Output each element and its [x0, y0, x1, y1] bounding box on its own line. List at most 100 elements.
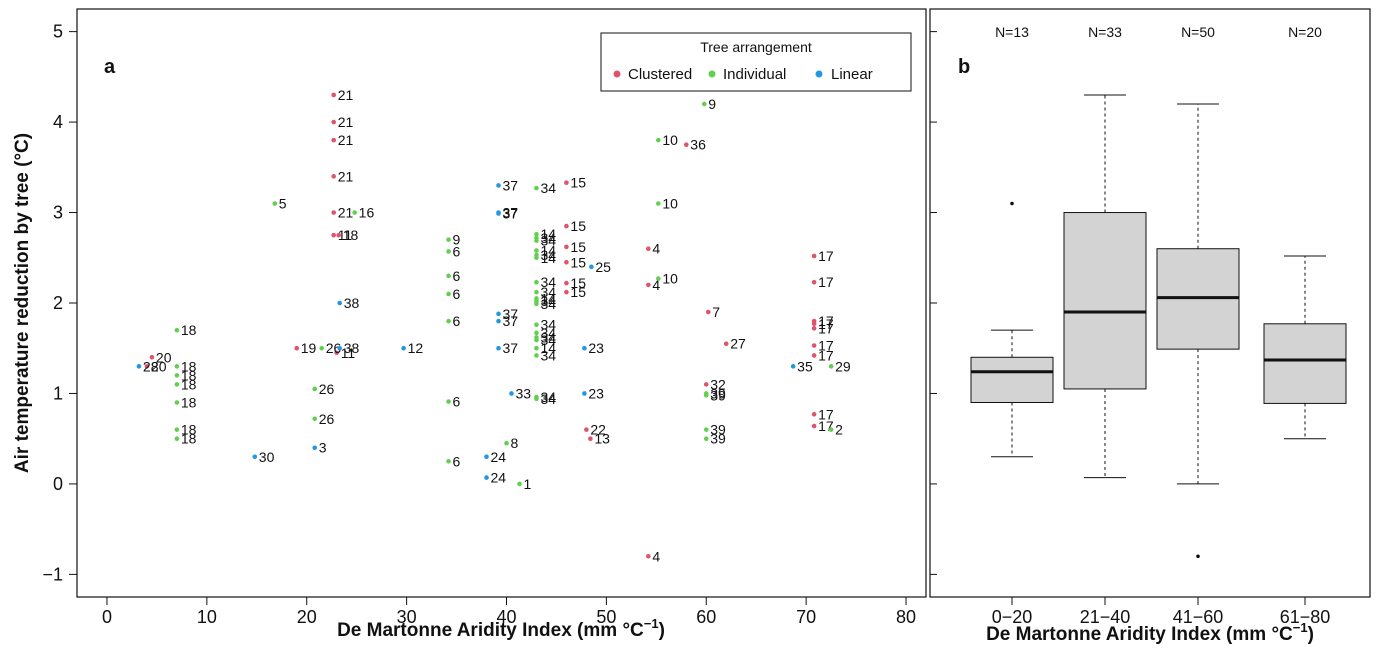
data-point: [446, 291, 451, 297]
point-label: 21: [338, 168, 354, 184]
sample-size-label: N=50: [1181, 24, 1215, 40]
data-point: [534, 301, 539, 307]
point-label: 34: [540, 329, 556, 345]
data-point: [534, 396, 539, 402]
point-label: 37: [503, 313, 519, 329]
data-point: [331, 174, 336, 179]
data-point: [703, 436, 709, 441]
legend-title: Tree arrangement: [700, 39, 812, 55]
point-label: 39: [710, 422, 726, 438]
data-point: [496, 211, 501, 216]
point-label: 25: [595, 259, 611, 275]
point-label: 26: [319, 411, 335, 427]
point-label: 4: [652, 277, 660, 293]
x-tick-label: 0: [102, 607, 112, 627]
data-point: [446, 399, 451, 404]
point-label: 17: [818, 320, 834, 336]
data-point: [584, 427, 589, 432]
data-point: [646, 246, 651, 252]
data-point: [534, 289, 539, 295]
data-point: [589, 264, 594, 270]
data-point: [564, 244, 569, 250]
data-point: [646, 553, 651, 559]
data-point: [564, 280, 569, 286]
point-label: 17: [818, 338, 834, 354]
data-point: [656, 201, 661, 206]
category-label: 61−80: [1280, 607, 1331, 627]
point-label: 30: [259, 449, 275, 465]
point-label: 37: [503, 177, 519, 193]
data-point: [534, 185, 539, 191]
data-point: [811, 423, 817, 429]
point-label: 15: [570, 254, 586, 270]
data-point: [484, 475, 489, 480]
data-point: [534, 353, 539, 358]
category-label: 0−20: [992, 607, 1033, 627]
data-point: [496, 345, 501, 351]
point-label: 17: [818, 406, 834, 422]
point-label: 23: [588, 385, 604, 401]
point-label: 34: [540, 284, 556, 300]
data-point: [534, 231, 539, 237]
y-tick-label: 5: [53, 22, 63, 42]
point-label: 10: [662, 195, 678, 211]
sample-size-label: N=33: [1088, 24, 1122, 40]
legend: Tree arrangement Clustered Individual Li…: [600, 32, 912, 92]
legend-marker-individual: [708, 70, 716, 78]
x-tick-label: 10: [197, 607, 217, 627]
point-label: 6: [453, 243, 461, 259]
category-label: 21−40: [1080, 607, 1131, 627]
point-label: 20: [151, 358, 167, 374]
point-label: 37: [503, 306, 519, 322]
data-point: [582, 391, 587, 396]
point-label: 39: [710, 385, 726, 401]
data-point: [703, 427, 709, 432]
point-label: 21: [338, 205, 354, 221]
data-point: [811, 321, 817, 327]
data-point: [703, 382, 709, 387]
data-point: [656, 276, 661, 281]
point-label: 13: [594, 431, 610, 447]
panel-b-axes: 0−20 N=13 21−40 N=33 41−60 N=50 61−80 N=20: [930, 24, 1330, 627]
point-label: 36: [690, 137, 706, 153]
data-point: [811, 326, 817, 331]
point-label: 18: [181, 367, 197, 383]
panel-b-boxes: [970, 94, 1347, 559]
point-label: 27: [730, 336, 746, 352]
legend-marker-clustered: [613, 70, 621, 78]
data-point: [646, 282, 651, 288]
data-point: [352, 210, 357, 215]
y-tick-label: 2: [53, 293, 63, 313]
data-point: [534, 345, 539, 351]
data-point: [517, 481, 522, 487]
point-label: 24: [491, 449, 507, 465]
data-point: [828, 427, 834, 432]
point-label: 10: [662, 132, 678, 148]
point-label: 32: [710, 376, 726, 392]
category-label: 41−60: [1173, 607, 1224, 627]
y-tick-label: 1: [53, 383, 63, 403]
point-label: 34: [540, 296, 556, 312]
data-point: [337, 300, 342, 306]
data-point: [337, 345, 342, 351]
point-label: 33: [515, 385, 531, 401]
point-label: 15: [570, 218, 586, 234]
data-point: [496, 318, 501, 324]
data-point: [534, 322, 539, 328]
point-label: 37: [503, 205, 519, 221]
data-point: [174, 373, 180, 378]
point-label: 16: [359, 205, 375, 221]
point-label: 35: [797, 358, 813, 374]
point-label: 17: [818, 347, 834, 363]
point-label: 5: [279, 195, 287, 211]
point-label: 29: [835, 358, 851, 374]
point-label: 34: [540, 325, 556, 341]
point-label: 21: [338, 87, 354, 103]
y-tick-label: 4: [53, 112, 63, 132]
iqr-box: [1063, 212, 1147, 390]
data-point: [149, 354, 155, 360]
point-label: 14: [540, 340, 556, 356]
data-point: [136, 364, 142, 369]
box-4: [1263, 255, 1347, 440]
